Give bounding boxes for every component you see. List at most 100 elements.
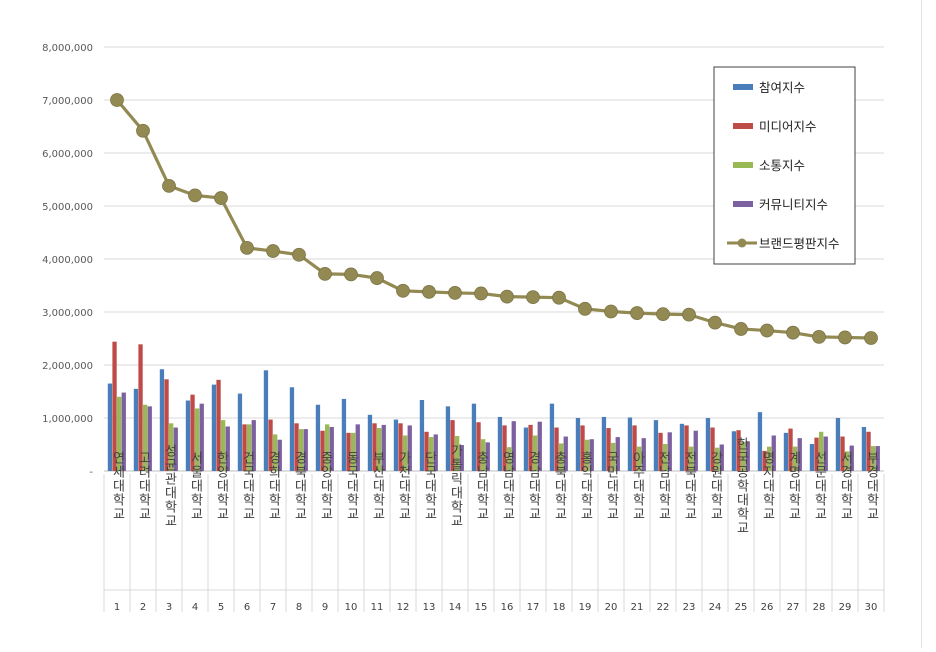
line-point [474,286,488,301]
line-point [838,330,852,345]
line-point [136,123,150,138]
y-tick-label: - [89,467,93,478]
bar-1 [705,418,711,471]
bar-4 [121,392,126,471]
bar-3 [819,431,824,471]
legend-swatch [733,123,753,129]
bar-2 [320,430,325,471]
bar-4 [719,444,724,471]
bar-2 [138,344,143,471]
line-point [630,306,644,320]
grid-layer [104,46,884,472]
bar-1 [367,414,373,471]
y-tick-label: 2,000,000 [42,361,93,372]
line-point [578,301,592,316]
x-rank-label: 16 [501,602,514,613]
bar-3 [429,437,434,471]
bar-1 [861,427,867,471]
bar-2 [502,425,507,471]
bar-4 [225,426,230,471]
bar-1 [237,393,243,471]
bar-1 [809,443,815,471]
bar-2 [294,423,299,471]
bar-3 [169,423,174,471]
y-tick-label: 5,000,000 [42,202,93,213]
bar-2 [528,424,533,471]
bar-4 [667,432,672,471]
line-point [318,266,332,281]
legend-swatch [733,84,753,90]
x-rank-label: 29 [839,602,852,613]
bar-4 [303,429,308,471]
bar-1 [523,427,529,471]
bar-1 [211,384,217,471]
bar-4 [459,445,464,471]
line-point [604,304,618,319]
bar-3 [793,446,798,471]
bar-4 [693,430,698,471]
x-rank-label: 2 [140,602,146,613]
x-category-label: 경북대학교 [292,451,307,521]
y-tick-label: 7,000,000 [42,96,93,107]
bar-4 [875,446,880,471]
legend-label: 브랜드평판지수 [759,236,840,251]
line-point [370,271,384,285]
bar-1 [315,404,321,471]
bar-4 [745,441,750,471]
x-rank-label: 30 [865,602,878,613]
y-tick-label: 3,000,000 [42,308,93,319]
line-point [292,247,306,262]
line-point [448,286,462,300]
bar-2 [632,425,637,471]
bar-2 [424,431,429,471]
bar-1 [783,432,789,471]
x-rank-label: 18 [553,602,566,613]
x-category-label: 선문대학교 [812,451,827,521]
bar-4 [173,427,178,471]
bar-2 [190,394,195,471]
bar-2 [346,432,351,471]
bar-2 [840,436,845,471]
line-point [214,191,228,205]
bar-2 [814,437,819,471]
x-rank-label: 28 [813,602,826,613]
bar-1 [419,399,425,471]
bar-1 [601,416,607,471]
bar-3 [585,439,590,471]
bar-4 [823,436,828,471]
line-point [526,290,540,305]
bar-4 [563,436,568,471]
bar-3 [455,436,460,471]
x-category-label: 한양대학교 [214,451,229,521]
bar-3 [559,443,564,471]
x-rank-label: 22 [657,602,670,613]
bar-4 [641,438,646,471]
x-rank-label: 21 [631,602,644,613]
line-point [344,267,358,282]
bar-1 [107,383,113,471]
x-category-label: 가천대학교 [396,451,411,521]
bar-3 [351,432,356,471]
bar-4 [615,437,620,471]
x-category-label: 계명대학교 [786,451,801,521]
bar-2 [606,428,611,471]
bar-1 [627,417,633,471]
x-rank-label: 1 [114,602,120,613]
line-point [162,178,176,193]
line-point [266,244,280,258]
bar-1 [341,398,347,471]
bar-1 [497,416,503,471]
line-point [656,307,670,322]
bar-1 [159,369,165,471]
bar-2 [216,379,221,471]
x-rank-label: 24 [709,602,722,613]
line-point [188,188,202,203]
bar-2 [788,428,793,471]
bar-3 [715,447,720,471]
bar-1 [445,406,451,471]
bar-4 [199,403,204,471]
x-category-label: 연세대학교 [110,451,125,521]
bar-4 [485,442,490,471]
bar-2 [476,422,481,471]
